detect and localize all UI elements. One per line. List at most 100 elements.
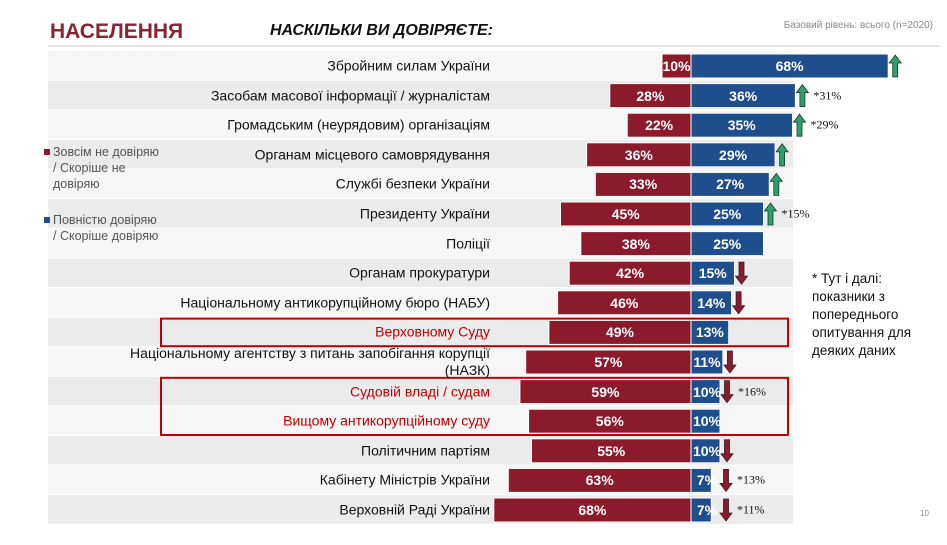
bar — [690, 53, 889, 79]
value-label: 10% — [692, 413, 722, 430]
value-label: 29% — [719, 146, 748, 163]
value-label: 10% — [662, 58, 691, 74]
value-label: 55% — [597, 442, 626, 459]
bar — [548, 319, 692, 345]
chart-title: НАСКІЛЬКИ ВИ ДОВІРЯЄТЕ: — [270, 22, 493, 39]
trend-arrow-up — [769, 172, 784, 196]
trend-arrow-down — [719, 498, 733, 522]
bar — [690, 112, 793, 138]
value-label: 63% — [585, 472, 614, 489]
category-label: Органам місцевого самоврядування — [254, 146, 490, 163]
value-label: 10% — [692, 383, 722, 400]
trend-arrow-up — [763, 202, 778, 226]
bar — [557, 290, 692, 316]
bar — [507, 467, 692, 493]
legend-swatch — [44, 217, 50, 223]
bar — [690, 290, 733, 316]
bar — [690, 379, 721, 405]
value-label: 68% — [775, 58, 804, 74]
value-label: 27% — [716, 176, 745, 193]
category-label: Верховному Суду — [375, 323, 490, 340]
category-label: Політичним партіям — [361, 442, 490, 459]
bar — [690, 83, 796, 109]
value-label: 42% — [616, 265, 645, 282]
bar — [690, 142, 776, 168]
trend-note: *15% — [781, 206, 810, 221]
trend-arrow-down — [734, 261, 749, 285]
value-label: 15% — [698, 265, 727, 282]
bar — [690, 497, 712, 523]
category-label: Органам прокуратури — [349, 264, 490, 281]
value-label: 22% — [645, 117, 674, 134]
value-label: 56% — [595, 413, 624, 430]
value-label: 38% — [621, 235, 650, 252]
header: НАСЕЛЕННЯ — [50, 20, 184, 43]
value-label: 59% — [591, 383, 620, 400]
bar — [580, 231, 692, 257]
highlight-box — [160, 376, 789, 436]
trend-note: *16% — [738, 384, 766, 399]
category-label: Національному антикорупційному бюро (НАБ… — [180, 294, 490, 311]
bar — [568, 260, 692, 286]
bar — [609, 83, 692, 109]
bar — [661, 53, 692, 79]
legend-label: Зовсім не довіряю / Скоріше не довіряю — [53, 145, 160, 191]
value-label: 35% — [727, 117, 756, 134]
bar — [690, 349, 724, 375]
bar — [519, 379, 692, 405]
value-label: 46% — [610, 294, 639, 311]
bar — [690, 201, 764, 227]
trend-note: *31% — [813, 88, 842, 103]
trend-arrow-up — [792, 113, 807, 137]
highlight-box — [160, 317, 789, 348]
value-label: 36% — [624, 146, 653, 163]
bar — [560, 201, 692, 227]
bar — [586, 142, 692, 168]
value-label: 57% — [594, 354, 623, 370]
category-label: Національному агентству з питань запобіг… — [130, 345, 490, 378]
value-label: 11% — [693, 354, 721, 370]
value-label: 33% — [629, 176, 658, 193]
trend-arrow-down — [731, 291, 746, 315]
legend-swatch — [44, 149, 50, 155]
bar — [690, 231, 764, 257]
value-label: 7% — [696, 502, 718, 518]
category-label: Збройним силам України — [327, 57, 490, 74]
value-label: 25% — [713, 206, 742, 222]
bar — [690, 438, 721, 464]
category-label: Поліції — [446, 235, 490, 252]
legend-label: Повністю довіряю / Скоріше довіряю — [53, 213, 159, 243]
trend-arrow-down — [720, 439, 734, 463]
category-label: Вищому антикорупційному суду — [283, 412, 490, 429]
trend-arrow-up — [795, 83, 810, 107]
category-label: Засобам масової інформації / журналістам — [210, 87, 490, 104]
trend-arrow-down — [723, 350, 737, 374]
trend-note: *11% — [737, 502, 765, 517]
value-label: 49% — [605, 324, 634, 341]
bar — [493, 497, 692, 523]
value-label: 45% — [611, 206, 640, 222]
trend-arrow-down — [720, 380, 734, 404]
category-label: Верховній Раді України — [339, 501, 490, 518]
trend-note: *29% — [810, 117, 839, 132]
trend-arrow-up — [775, 143, 789, 167]
value-label: 28% — [636, 87, 665, 104]
trend-arrow-up — [888, 54, 902, 78]
bar — [690, 171, 770, 197]
category-label: Судовій владі / судам — [350, 383, 490, 400]
value-label: 13% — [695, 324, 724, 341]
bar — [690, 260, 735, 286]
bar — [690, 319, 730, 345]
value-label: 68% — [578, 502, 607, 518]
trend-note: *13% — [737, 472, 765, 487]
page-number: 10 — [920, 509, 929, 518]
bar — [525, 349, 692, 375]
subtitle: Базовий рівень: всього (n=2020) — [783, 20, 933, 31]
note: * Тут і далі: показники з попереднього о… — [812, 271, 912, 358]
category-label: Громадським (неурядовим) організаціям — [227, 116, 490, 133]
bar — [594, 171, 692, 197]
value-label: 25% — [713, 235, 742, 252]
bar — [690, 467, 712, 493]
